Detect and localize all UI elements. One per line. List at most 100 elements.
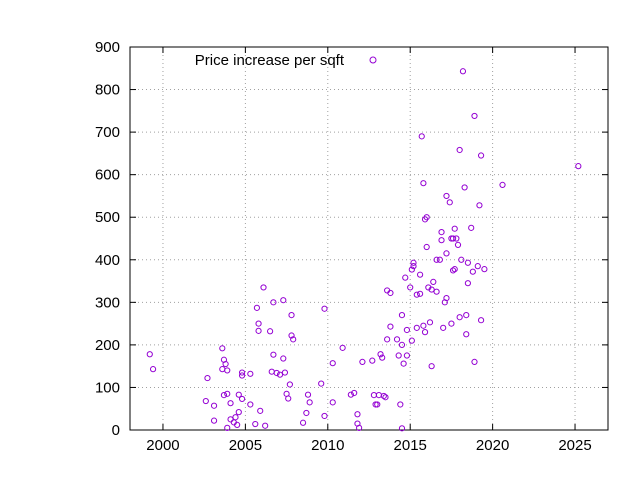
data-point xyxy=(463,312,470,319)
data-point xyxy=(268,368,275,375)
data-point xyxy=(476,202,483,209)
data-point xyxy=(459,68,467,75)
data-point xyxy=(387,289,394,297)
data-point xyxy=(280,297,287,304)
y-tick-label: 500 xyxy=(95,209,120,226)
data-point xyxy=(255,320,262,327)
data-point xyxy=(235,409,242,416)
data-point xyxy=(430,278,437,286)
data-point xyxy=(224,424,231,431)
data-point xyxy=(202,397,209,405)
data-point xyxy=(227,416,234,423)
data-point xyxy=(463,331,470,338)
data-point xyxy=(398,312,406,319)
data-point xyxy=(257,407,264,414)
data-point xyxy=(436,256,443,263)
data-point xyxy=(380,392,387,400)
y-tick-label: 0 xyxy=(112,422,120,439)
data-point xyxy=(397,401,404,408)
data-point xyxy=(149,366,157,373)
data-point xyxy=(247,370,254,377)
data-point xyxy=(433,288,440,295)
data-point xyxy=(339,344,346,351)
data-point xyxy=(210,402,218,409)
grid-lines xyxy=(130,46,608,431)
data-point xyxy=(375,392,382,399)
data-point xyxy=(464,280,471,287)
data-point xyxy=(238,372,246,379)
data-point xyxy=(354,411,361,418)
data-point xyxy=(238,395,246,403)
data-point xyxy=(321,412,328,420)
data-point xyxy=(451,266,458,273)
data-point xyxy=(146,351,153,358)
data-point xyxy=(408,337,415,344)
data-point xyxy=(393,336,401,343)
data-point xyxy=(449,267,457,274)
data-point xyxy=(410,263,417,270)
data-point xyxy=(281,369,289,376)
data-point xyxy=(204,374,211,382)
legend: Price increase per sqft xyxy=(195,52,377,69)
data-point xyxy=(423,214,430,221)
data-point xyxy=(481,266,488,273)
data-point xyxy=(474,263,481,270)
data-point xyxy=(219,345,226,352)
data-point xyxy=(403,326,411,334)
data-point xyxy=(468,224,475,231)
data-point xyxy=(280,355,287,362)
data-point xyxy=(408,266,415,273)
data-point xyxy=(423,243,430,251)
data-point xyxy=(410,259,417,266)
data-point xyxy=(224,367,231,374)
data-point xyxy=(222,360,229,368)
data-point xyxy=(329,399,336,406)
data-point xyxy=(420,180,427,187)
data-point xyxy=(398,425,406,432)
data-point xyxy=(418,133,425,140)
data-point xyxy=(290,336,297,343)
data-point xyxy=(303,409,310,417)
data-point xyxy=(210,417,218,424)
data-point xyxy=(377,351,384,358)
data-point xyxy=(227,400,234,407)
data-point xyxy=(273,369,280,377)
y-tick-label: 200 xyxy=(95,337,120,354)
data-point xyxy=(234,421,241,428)
data-point xyxy=(428,286,435,293)
data-point xyxy=(403,352,411,359)
data-point xyxy=(461,184,468,191)
data-point xyxy=(270,351,277,358)
data-point xyxy=(220,392,228,399)
data-point xyxy=(270,299,277,306)
data-point xyxy=(299,419,307,426)
data-point xyxy=(262,422,269,429)
x-tick-label: 2000 xyxy=(146,437,179,454)
data-point xyxy=(438,229,445,236)
data-point xyxy=(413,324,420,331)
data-point xyxy=(398,341,406,348)
data-point xyxy=(387,323,394,330)
data-point xyxy=(286,381,293,388)
data-point xyxy=(288,312,295,319)
data-point xyxy=(288,332,295,339)
data-point xyxy=(446,199,453,206)
x-tick-label: 2025 xyxy=(558,437,591,454)
data-point xyxy=(454,241,462,248)
data-point xyxy=(379,354,386,361)
data-point xyxy=(238,369,246,376)
x-tick-label: 2010 xyxy=(311,437,344,454)
axes: 2000 2005 2010 2015 2020 2025 0 100 200 300 400 500… xyxy=(95,39,609,454)
data-point xyxy=(469,268,476,275)
data-point xyxy=(449,235,457,242)
data-point xyxy=(219,366,226,373)
data-point xyxy=(448,320,455,327)
data-point xyxy=(477,152,485,159)
data-point xyxy=(267,328,274,335)
data-point xyxy=(443,294,450,302)
data-point xyxy=(359,358,366,366)
data-point xyxy=(321,305,328,312)
y-tick-label: 600 xyxy=(95,167,120,184)
data-point xyxy=(395,352,402,359)
data-point xyxy=(413,291,420,298)
